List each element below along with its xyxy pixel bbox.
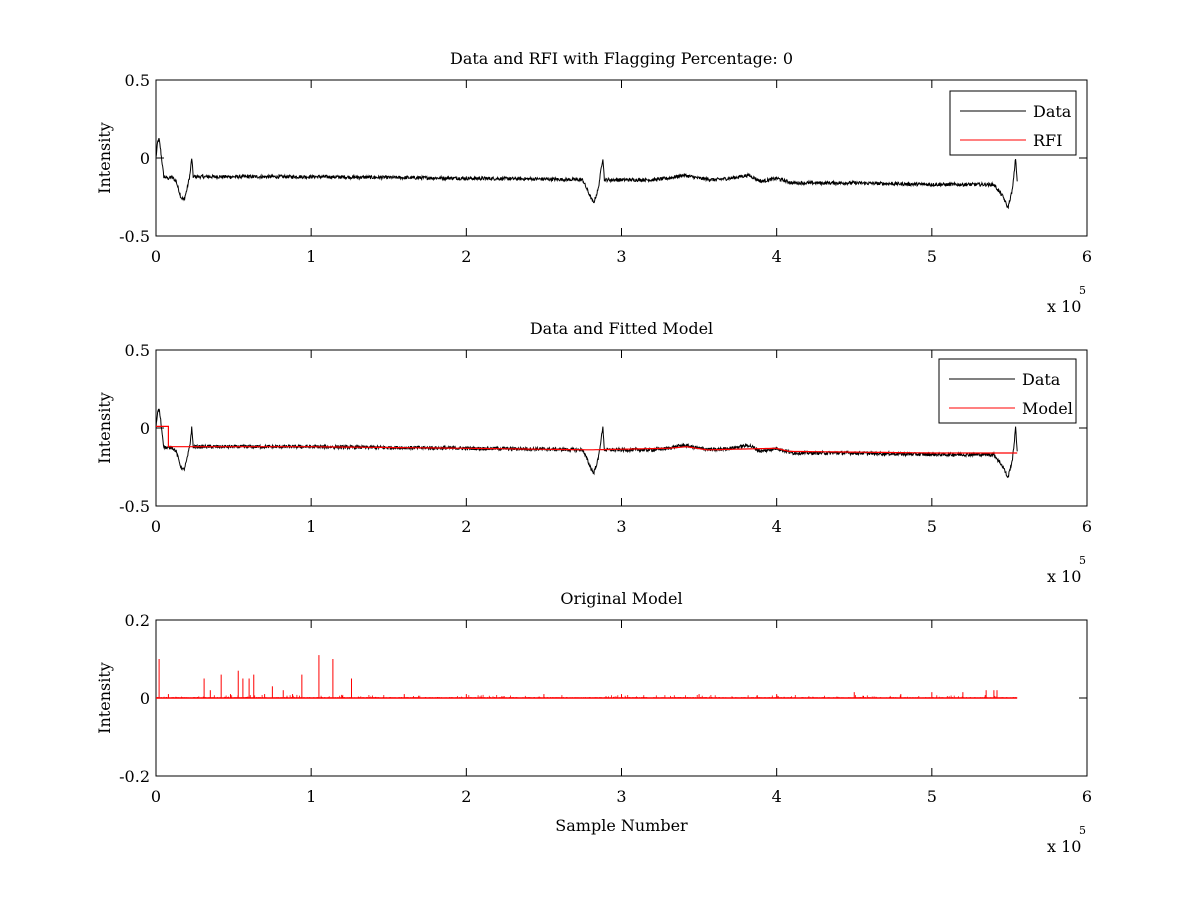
series-line-data <box>156 137 1018 210</box>
y-tick-label: 0 <box>140 419 150 438</box>
y-tick-label: 0.2 <box>125 611 150 630</box>
x-tick-label: 0 <box>151 517 161 536</box>
legend: Data RFI <box>949 90 1077 156</box>
y-tick-label: 0.5 <box>125 71 150 90</box>
x-exponent-base: x 10 <box>1047 567 1081 586</box>
series-noise-spikes <box>156 694 1018 698</box>
legend-label-model: Model <box>1022 399 1073 418</box>
subplot-panels: Data and RFI with Flagging Percentage: 0… <box>95 49 1092 856</box>
x-tick-label: 2 <box>461 517 471 536</box>
legend-box <box>949 90 1077 156</box>
x-tick-label: 5 <box>927 787 937 806</box>
chart-title: Data and RFI with Flagging Percentage: 0 <box>450 49 793 68</box>
x-tick-label: 3 <box>616 787 626 806</box>
series-line-data <box>156 408 1018 479</box>
chart-title: Original Model <box>560 589 682 608</box>
series-line-model <box>156 425 1018 454</box>
plot-series <box>156 408 1018 479</box>
legend-label-rfi: RFI <box>1033 131 1062 150</box>
x-axis-label: Sample Number <box>555 816 688 835</box>
x-tick-label: 3 <box>616 247 626 266</box>
plot-series <box>156 655 1018 699</box>
legend-label-data: Data <box>1022 370 1061 389</box>
plot-area <box>155 79 1088 237</box>
chart-title: Data and Fitted Model <box>530 319 713 338</box>
x-tick-label: 2 <box>461 787 471 806</box>
x-tick-label: 4 <box>772 517 782 536</box>
y-axis-label: Intensity <box>95 122 114 194</box>
legend-box <box>938 358 1077 424</box>
subplot-1: Data and RFI with Flagging Percentage: 0… <box>95 49 1092 316</box>
x-tick-label: 0 <box>151 247 161 266</box>
plot-series <box>156 137 1018 210</box>
x-tick-label: 1 <box>306 247 316 266</box>
x-exponent-power: 5 <box>1079 824 1086 837</box>
x-tick-label: 6 <box>1082 247 1092 266</box>
x-tick-label: 1 <box>306 787 316 806</box>
x-tick-label: 4 <box>772 247 782 266</box>
y-tick-label: -0.5 <box>119 497 150 516</box>
x-tick-label: 3 <box>616 517 626 536</box>
x-exponent-base: x 10 <box>1047 837 1081 856</box>
y-tick-label: -0.5 <box>119 227 150 246</box>
x-tick-label: 5 <box>927 247 937 266</box>
x-tick-label: 6 <box>1082 787 1092 806</box>
legend: Data Model <box>938 358 1077 424</box>
y-tick-label: 0 <box>140 149 150 168</box>
x-tick-label: 1 <box>306 517 316 536</box>
plot-area <box>155 349 1088 507</box>
y-tick-label: 0 <box>140 689 150 708</box>
y-tick-label: -0.2 <box>119 767 150 786</box>
x-tick-label: 5 <box>927 517 937 536</box>
legend-label-data: Data <box>1033 102 1072 121</box>
x-exponent-base: x 10 <box>1047 297 1081 316</box>
x-tick-label: 0 <box>151 787 161 806</box>
x-exponent-power: 5 <box>1079 554 1086 567</box>
x-tick-label: 2 <box>461 247 471 266</box>
x-exponent-power: 5 <box>1079 284 1086 297</box>
y-axis-label: Intensity <box>95 392 114 464</box>
x-tick-label: 4 <box>772 787 782 806</box>
y-axis-label: Intensity <box>95 662 114 734</box>
x-tick-label: 6 <box>1082 517 1092 536</box>
y-tick-label: 0.5 <box>125 341 150 360</box>
